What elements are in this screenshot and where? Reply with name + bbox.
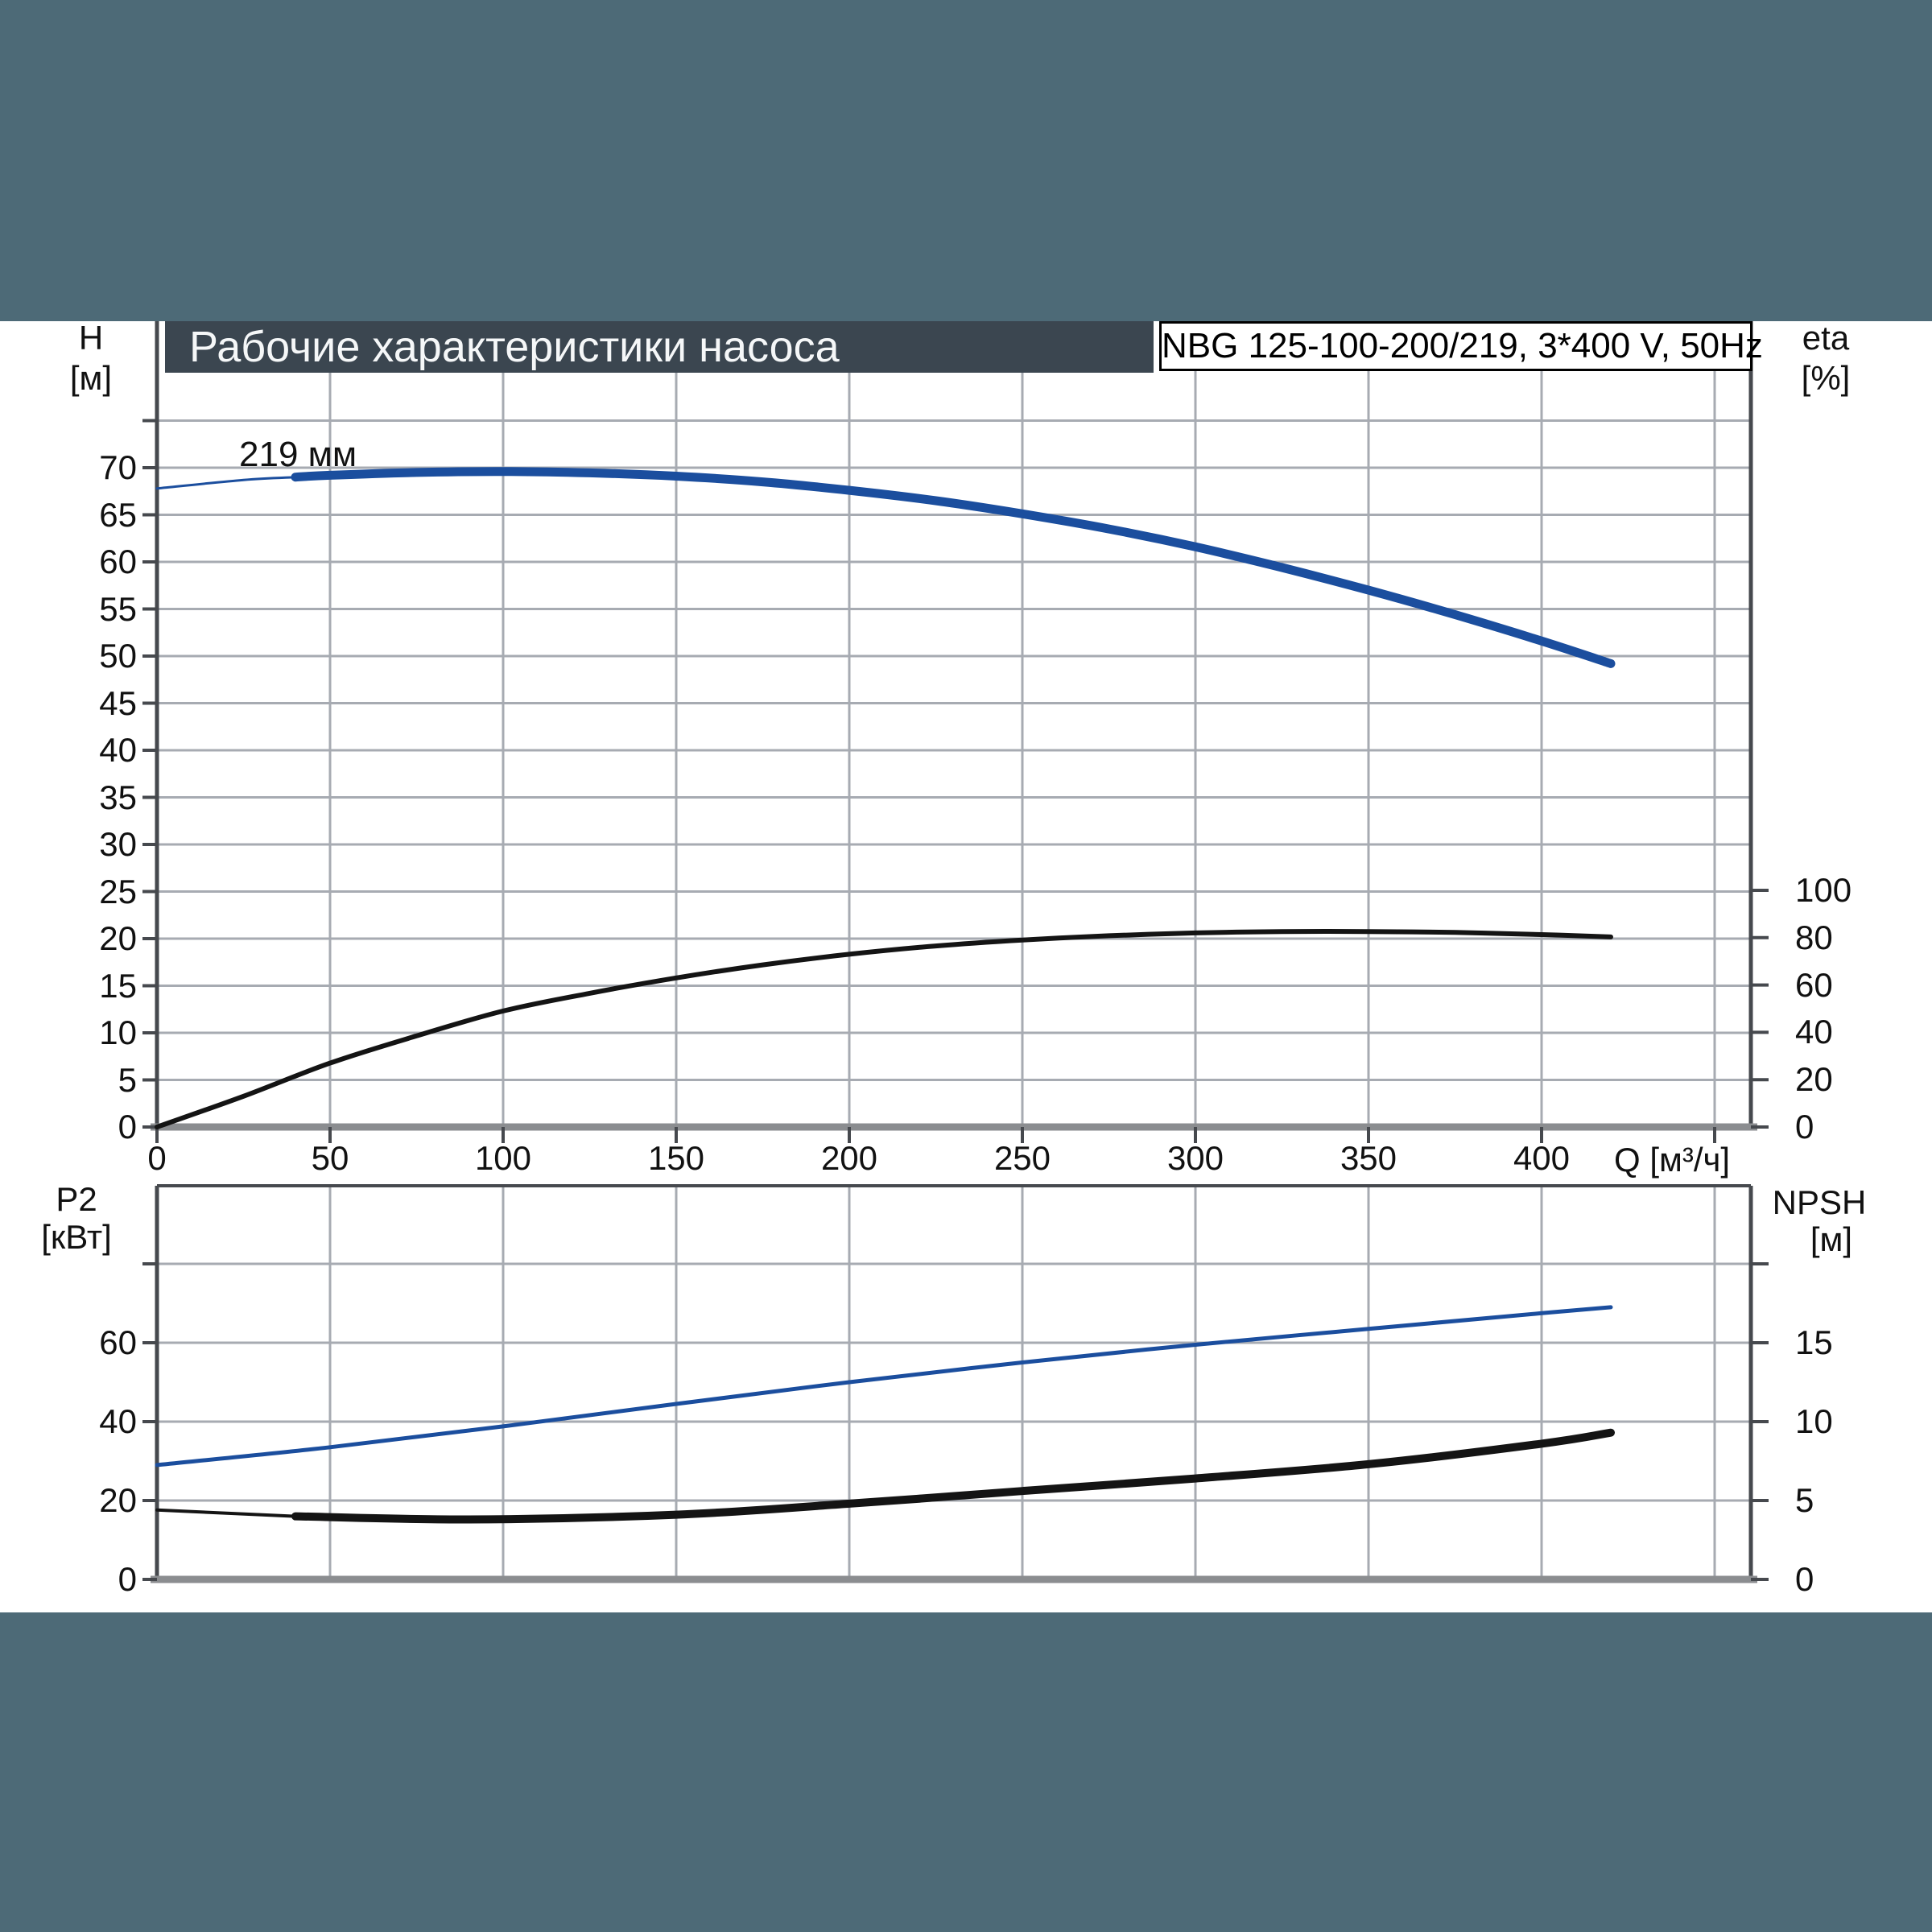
x-axis-tick-label: 200 bbox=[820, 1139, 878, 1177]
h-impeller-219--curve bbox=[291, 467, 1616, 668]
p2-axis-label: P2 bbox=[56, 1180, 97, 1218]
h-axis-label: H bbox=[78, 319, 104, 357]
right-axis-tick-label: 0 bbox=[1795, 1108, 1814, 1146]
left-axis-tick-label: 15 bbox=[99, 966, 137, 1005]
left-axis-tick-label: 25 bbox=[99, 872, 137, 910]
x-axis-tick-label: 250 bbox=[993, 1139, 1051, 1177]
left-axis-tick-label: 30 bbox=[99, 825, 137, 863]
left-axis-tick-label: 20 bbox=[99, 919, 137, 957]
left-axis-tick-label: 60 bbox=[99, 543, 137, 580]
h-impeller-219--curve-lead bbox=[155, 476, 297, 490]
left-axis-tick-label: 65 bbox=[99, 495, 137, 534]
right-axis-tick-label: 0 bbox=[1795, 1560, 1814, 1598]
x-axis-tick-label: 0 bbox=[147, 1139, 167, 1177]
x-axis-tick-label: 50 bbox=[311, 1139, 349, 1177]
left-axis-tick-label: 40 bbox=[99, 731, 137, 769]
left-axis-tick-label: 0 bbox=[118, 1108, 137, 1146]
npsh-axis-label: NPSH bbox=[1772, 1183, 1867, 1221]
left-axis-tick-label: 60 bbox=[99, 1323, 137, 1361]
left-axis-tick-label: 35 bbox=[99, 778, 137, 816]
chart-title: Рабочие характеристики насоса bbox=[189, 323, 840, 371]
x-axis-tick-label: 400 bbox=[1513, 1139, 1571, 1177]
left-axis-tick-label: 40 bbox=[99, 1402, 137, 1440]
left-axis-tick-label: 45 bbox=[99, 683, 137, 722]
x-axis-tick-label: 100 bbox=[474, 1139, 532, 1177]
right-axis-tick-label: 60 bbox=[1795, 965, 1833, 1004]
npsh-curve bbox=[291, 1428, 1615, 1524]
right-axis-tick-label: 80 bbox=[1795, 918, 1833, 956]
right-axis-tick-label: 5 bbox=[1795, 1481, 1814, 1519]
left-axis-tick-label: 70 bbox=[99, 448, 137, 486]
chart-title-bar: Рабочие характеристики насоса bbox=[165, 321, 1154, 373]
x-axis-tick-label: 150 bbox=[647, 1139, 705, 1177]
right-axis-tick-label: 40 bbox=[1795, 1013, 1833, 1051]
left-axis-tick-label: 0 bbox=[118, 1560, 137, 1598]
q-axis-label: Q [м³/ч] bbox=[1614, 1141, 1731, 1179]
left-axis-tick-label: 10 bbox=[99, 1013, 137, 1051]
impeller-diameter-annotation: 219 мм bbox=[239, 435, 357, 474]
top-background-band bbox=[0, 0, 1932, 321]
eta-axis-unit: [%] bbox=[1801, 359, 1851, 397]
right-axis-tick-label: 20 bbox=[1795, 1060, 1833, 1099]
x-axis-tick-label: 350 bbox=[1340, 1139, 1397, 1177]
eta-curve bbox=[155, 929, 1613, 1129]
npsh-axis-unit: [м] bbox=[1810, 1220, 1853, 1258]
pump-model-label: NBG 125-100-200/219, 3*400 V, 50Hz bbox=[1162, 326, 1763, 365]
h-axis-unit: [м] bbox=[69, 359, 113, 397]
x-axis-tick-label: 300 bbox=[1166, 1139, 1224, 1177]
right-axis-tick-label: 10 bbox=[1795, 1402, 1833, 1440]
p2-curve bbox=[155, 1305, 1613, 1468]
left-axis-tick-label: 50 bbox=[99, 637, 137, 675]
npsh-curve-lead bbox=[155, 1508, 297, 1518]
left-axis-tick-label: 20 bbox=[99, 1481, 137, 1519]
bottom-background-band bbox=[0, 1612, 1932, 1932]
right-axis-tick-label: 15 bbox=[1795, 1323, 1833, 1361]
pump-model-box: NBG 125-100-200/219, 3*400 V, 50Hz bbox=[1159, 321, 1763, 371]
right-axis-tick-label: 100 bbox=[1795, 871, 1852, 909]
left-axis-tick-label: 5 bbox=[118, 1060, 137, 1099]
left-axis-tick-label: 55 bbox=[99, 589, 137, 628]
p2-axis-unit: [кВт] bbox=[41, 1218, 112, 1256]
eta-axis-label: eta bbox=[1802, 319, 1850, 357]
